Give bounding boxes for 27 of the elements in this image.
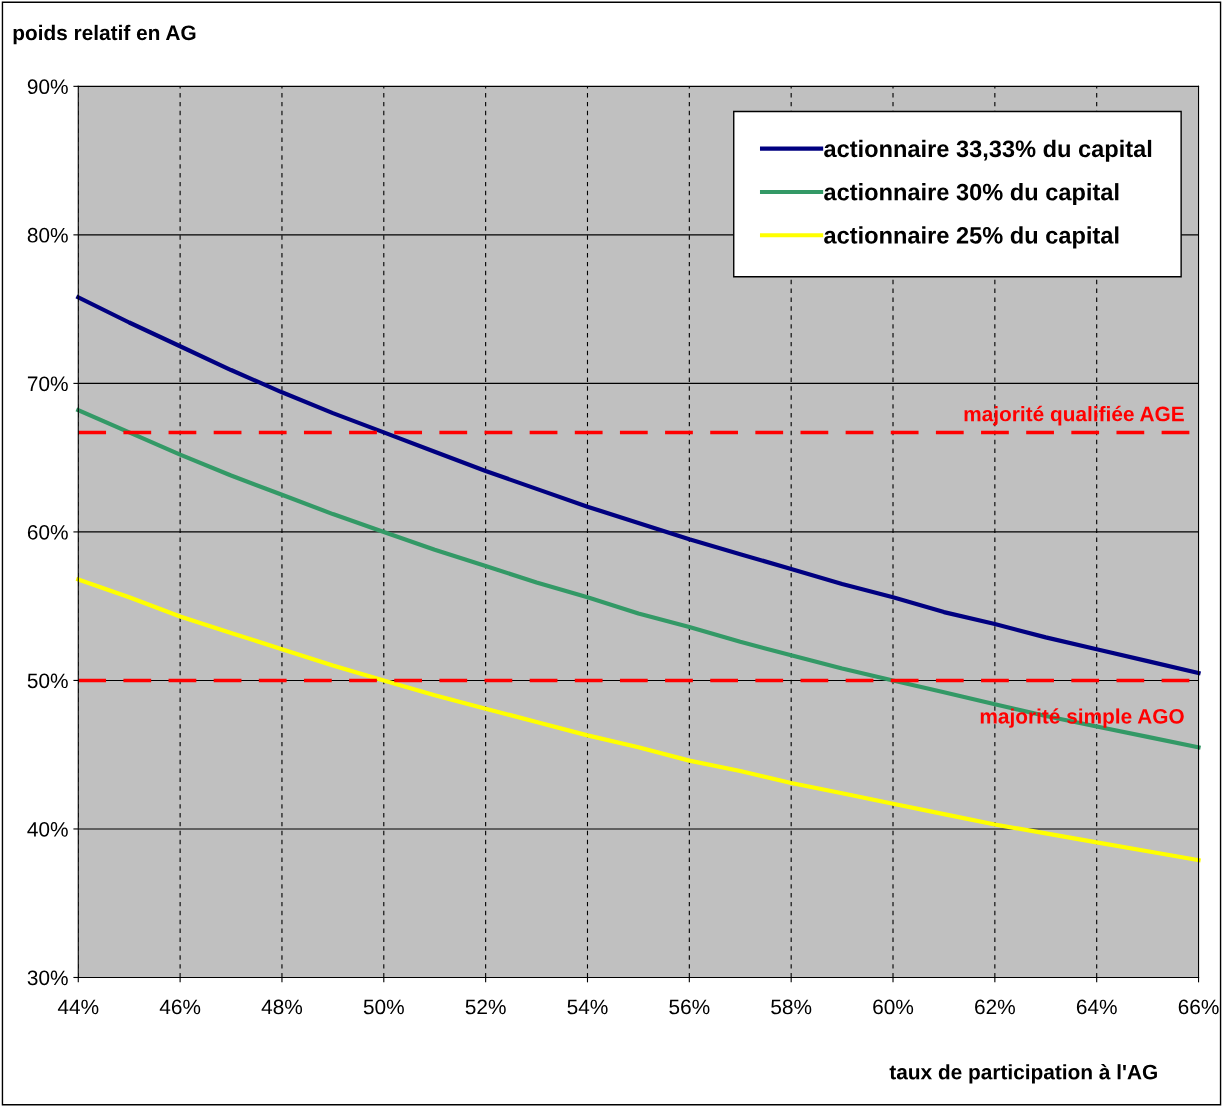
legend-label: actionnaire 25% du capital — [824, 226, 1119, 249]
y-tick-label: 90% — [27, 79, 68, 95]
ref-line-label: majorité qualifiée AGE — [964, 405, 1184, 426]
x-tick-label: 54% — [567, 999, 608, 1015]
x-tick-label: 60% — [873, 999, 914, 1015]
x-tick-label: 46% — [159, 999, 201, 1015]
x-tick-label: 52% — [465, 999, 506, 1015]
legend-label: actionnaire 33,33% du capital — [824, 139, 1152, 162]
x-tick-label: 58% — [771, 999, 812, 1015]
y-tick-label: 80% — [27, 227, 68, 243]
y-tick-label: 60% — [27, 524, 68, 540]
y-tick-label: 40% — [27, 821, 68, 837]
y-tick-label: 30% — [27, 970, 68, 986]
legend-label: actionnaire 30% du capital — [824, 183, 1119, 206]
x-tick-label: 64% — [1076, 999, 1117, 1015]
x-tick-label: 44% — [57, 999, 99, 1015]
y-tick-label: 50% — [27, 673, 68, 689]
line-series — [76, 577, 1201, 863]
x-tick-label: 66% — [1178, 999, 1219, 1015]
y-axis-title: poids relatif en AG — [13, 24, 196, 45]
x-tick-label: 62% — [975, 999, 1015, 1015]
y-tick-label: 70% — [27, 376, 68, 392]
x-tick-label: 50% — [363, 999, 404, 1015]
line-series — [76, 295, 1201, 676]
x-tick-label: 56% — [669, 999, 710, 1015]
x-axis-title: taux de participation à l'AG — [889, 1063, 1157, 1084]
x-tick-label: 48% — [261, 999, 303, 1015]
